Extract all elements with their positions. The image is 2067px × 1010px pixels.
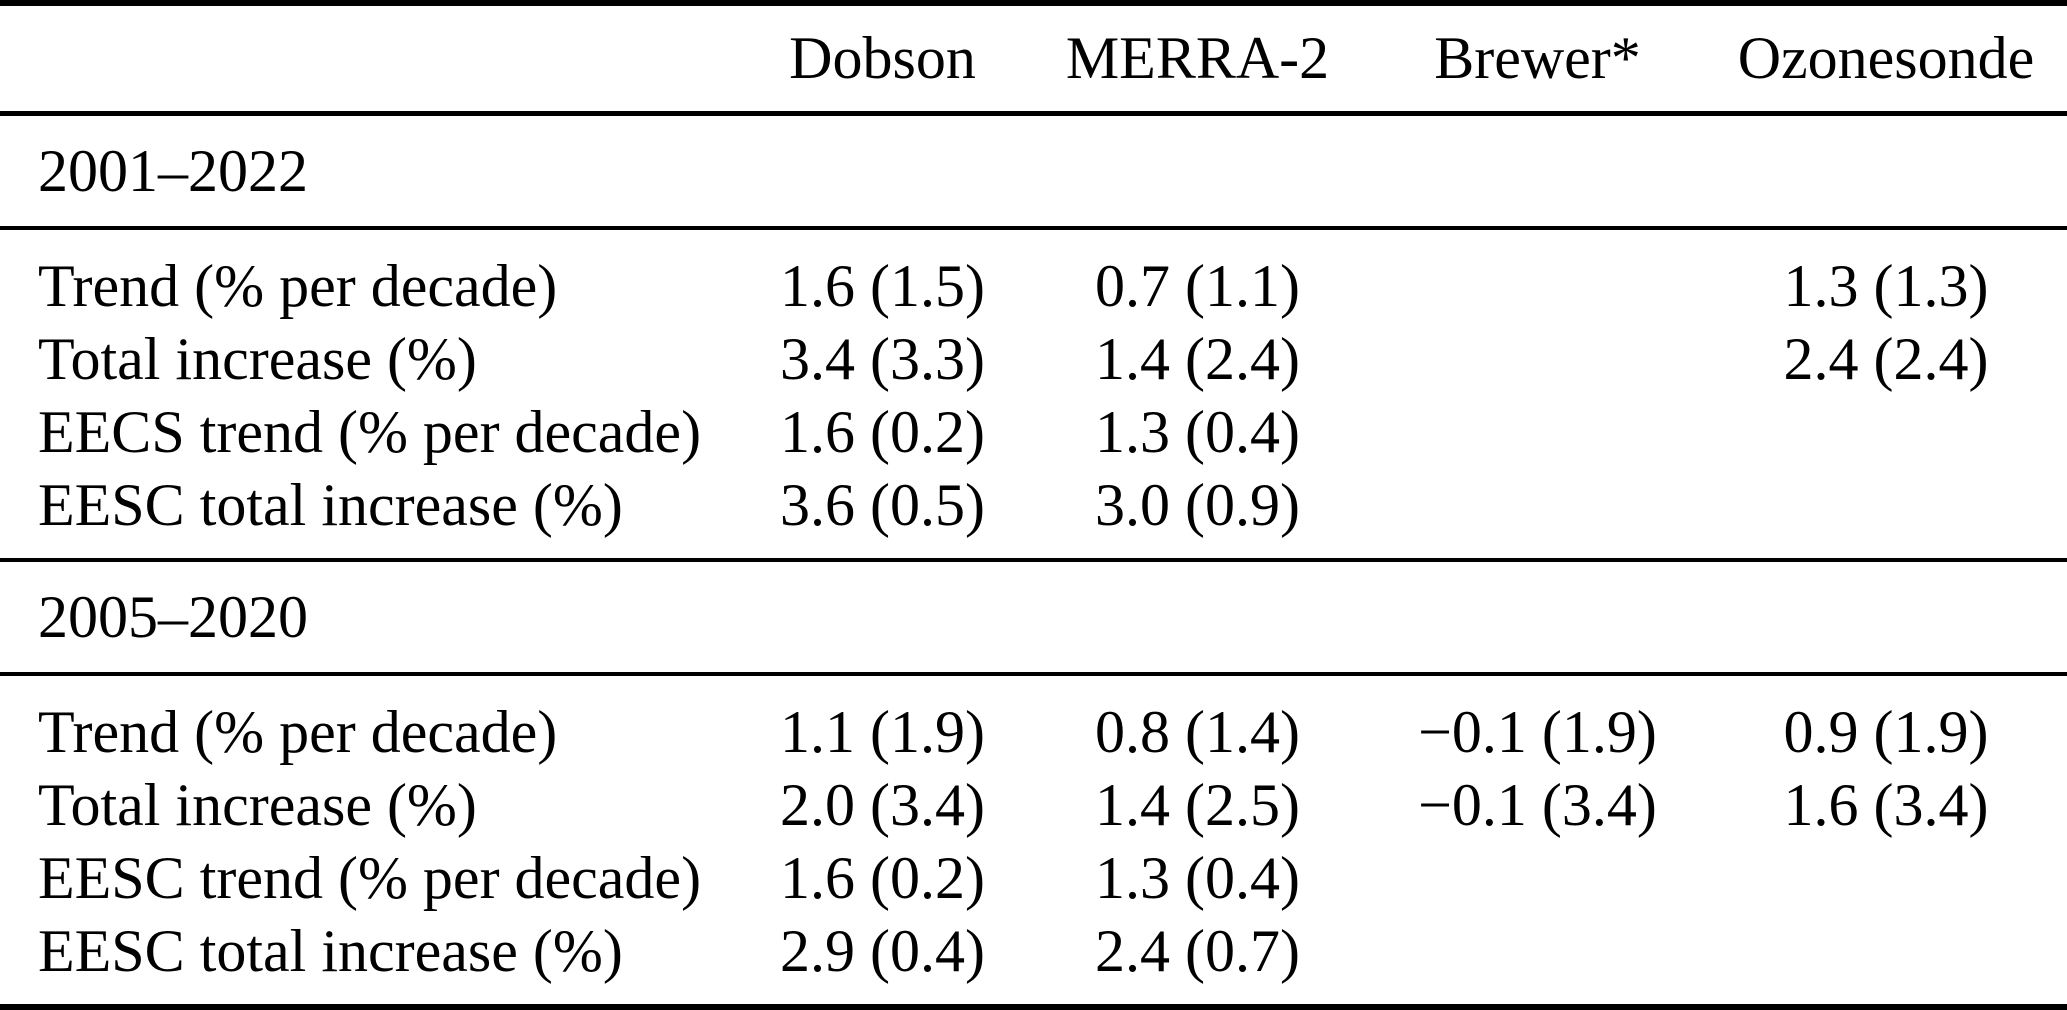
column-header-ozonesonde: Ozonesonde bbox=[1737, 25, 2035, 91]
cell-dobson: 3.4 (3.3) bbox=[780, 326, 985, 392]
cell-brewer bbox=[1370, 323, 1705, 396]
cell-merra2: 2.4 (0.7) bbox=[1095, 918, 1300, 984]
column-header-row: Dobson MERRA-2 Brewer* Ozonesonde bbox=[0, 3, 2067, 114]
cell-ozonesonde bbox=[1705, 842, 2067, 915]
table-row: EESC total increase (%) 3.6 (0.5) 3.0 (0… bbox=[0, 469, 2067, 560]
cell-brewer: −0.1 (3.4) bbox=[1418, 772, 1657, 838]
row-label: EESC total increase (%) bbox=[38, 472, 623, 538]
cell-dobson: 1.1 (1.9) bbox=[780, 699, 985, 765]
row-label: Total increase (%) bbox=[38, 326, 477, 392]
column-header-brewer: Brewer* bbox=[1434, 25, 1641, 91]
cell-merra2: 3.0 (0.9) bbox=[1095, 472, 1300, 538]
table-row: Total increase (%) 2.0 (3.4) 1.4 (2.5) −… bbox=[0, 769, 2067, 842]
cell-ozonesonde: 2.4 (2.4) bbox=[1783, 326, 1989, 392]
cell-merra2: 1.4 (2.4) bbox=[1095, 326, 1300, 392]
cell-brewer: −0.1 (1.9) bbox=[1418, 699, 1657, 765]
table-row: EECS trend (% per decade) 1.6 (0.2) 1.3 … bbox=[0, 396, 2067, 469]
column-header-blank bbox=[0, 3, 740, 114]
row-label: Total increase (%) bbox=[38, 772, 477, 838]
row-label: Trend (% per decade) bbox=[38, 253, 558, 319]
cell-brewer bbox=[1370, 469, 1705, 560]
cell-dobson: 1.6 (1.5) bbox=[780, 253, 985, 319]
section-period-row: 2005–2020 bbox=[0, 560, 2067, 674]
section-2001-2022: 2001–2022 Trend (% per decade) 1.6 (1.5)… bbox=[0, 114, 2067, 561]
cell-merra2: 0.7 (1.1) bbox=[1095, 253, 1300, 319]
section-2005-2020: 2005–2020 Trend (% per decade) 1.1 (1.9)… bbox=[0, 560, 2067, 1007]
cell-ozonesonde: 0.9 (1.9) bbox=[1783, 699, 1989, 765]
cell-dobson: 1.6 (0.2) bbox=[780, 399, 985, 465]
section-period-label: 2005–2020 bbox=[38, 584, 308, 650]
table-row: EESC trend (% per decade) 1.6 (0.2) 1.3 … bbox=[0, 842, 2067, 915]
table-row: Trend (% per decade) 1.6 (1.5) 0.7 (1.1)… bbox=[0, 228, 2067, 323]
cell-merra2: 0.8 (1.4) bbox=[1095, 699, 1300, 765]
row-label: EESC trend (% per decade) bbox=[38, 845, 702, 911]
cell-ozonesonde bbox=[1705, 469, 2067, 560]
cell-ozonesonde bbox=[1705, 915, 2067, 1007]
cell-merra2: 1.3 (0.4) bbox=[1095, 845, 1300, 911]
cell-merra2: 1.3 (0.4) bbox=[1095, 399, 1300, 465]
column-header-dobson: Dobson bbox=[789, 25, 976, 91]
table-row: Total increase (%) 3.4 (3.3) 1.4 (2.4) 2… bbox=[0, 323, 2067, 396]
section-period-label: 2001–2022 bbox=[38, 138, 308, 204]
cell-brewer bbox=[1370, 915, 1705, 1007]
column-header-merra2: MERRA-2 bbox=[1065, 25, 1330, 91]
row-label: EESC total increase (%) bbox=[38, 918, 623, 984]
cell-brewer bbox=[1370, 842, 1705, 915]
cell-dobson: 1.6 (0.2) bbox=[780, 845, 985, 911]
cell-merra2: 1.4 (2.5) bbox=[1095, 772, 1300, 838]
cell-ozonesonde: 1.3 (1.3) bbox=[1783, 253, 1989, 319]
cell-dobson: 2.0 (3.4) bbox=[780, 772, 985, 838]
cell-ozonesonde bbox=[1705, 396, 2067, 469]
cell-brewer bbox=[1370, 396, 1705, 469]
cell-dobson: 3.6 (0.5) bbox=[780, 472, 985, 538]
table-row: Trend (% per decade) 1.1 (1.9) 0.8 (1.4)… bbox=[0, 674, 2067, 769]
row-label: Trend (% per decade) bbox=[38, 699, 558, 765]
cell-dobson: 2.9 (0.4) bbox=[780, 918, 985, 984]
table-row: EESC total increase (%) 2.9 (0.4) 2.4 (0… bbox=[0, 915, 2067, 1007]
cell-brewer bbox=[1370, 228, 1705, 323]
section-period-row: 2001–2022 bbox=[0, 114, 2067, 228]
row-label: EECS trend (% per decade) bbox=[38, 399, 702, 465]
cell-ozonesonde: 1.6 (3.4) bbox=[1783, 772, 1989, 838]
